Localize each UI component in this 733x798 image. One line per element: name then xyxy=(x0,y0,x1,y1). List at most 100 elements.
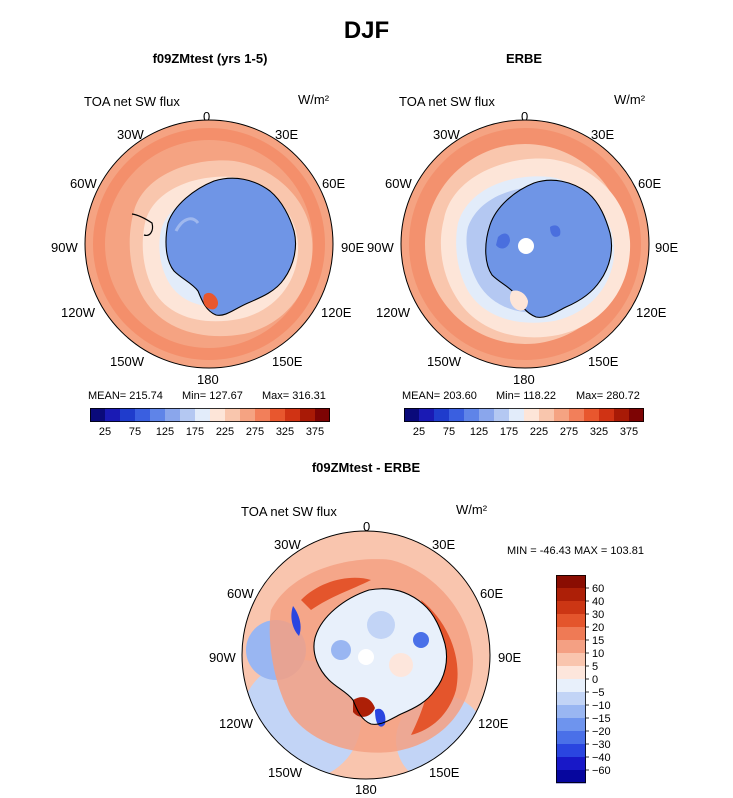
panel2-lon-90w: 90W xyxy=(367,240,394,255)
colorbar-swatch xyxy=(180,408,196,422)
panel2-min: Min= 118.22 xyxy=(496,390,557,402)
panel3-weddell-blue xyxy=(291,606,301,636)
colorbar-swatch xyxy=(300,408,316,422)
colorbar-swatch xyxy=(556,666,586,680)
colorbar-swatch xyxy=(599,408,615,422)
panel1-lon-150w: 150W xyxy=(110,354,144,369)
panel2-field-label: TOA net SW flux xyxy=(399,94,495,109)
colorbar-swatch xyxy=(556,731,586,745)
panel3-north-red xyxy=(301,577,371,610)
figure-title: DJF xyxy=(343,17,390,44)
panel2-lon-0: 0 xyxy=(521,109,529,124)
colorbar-swatch xyxy=(556,653,586,667)
colorbar-level-label: −15 xyxy=(592,713,611,725)
colorbar-swatch xyxy=(539,408,555,422)
panel2-title: ERBE xyxy=(505,51,543,66)
colorbar-swatch xyxy=(315,408,330,422)
colorbar-swatch xyxy=(120,408,136,422)
colorbar-swatch xyxy=(509,408,525,422)
colorbar-tick-label: 275 xyxy=(560,426,578,438)
colorbar-swatch xyxy=(556,679,586,693)
colorbar-level-label: 20 xyxy=(592,622,604,634)
panel2-lon-150w: 150W xyxy=(427,354,461,369)
panel3-peninsula-blue xyxy=(375,708,386,727)
colorbar-level-label: 15 xyxy=(592,635,604,647)
colorbar-swatch xyxy=(165,408,181,422)
panel3-lon-180: 180 xyxy=(355,782,377,797)
panel1-lon-120e: 120E xyxy=(321,305,352,320)
panel3-antarctica-fill xyxy=(313,588,447,725)
panel3-map xyxy=(241,530,491,780)
colorbar-level-label: −60 xyxy=(592,765,611,777)
colorbar-swatch xyxy=(556,640,586,654)
colorbar-swatch xyxy=(614,408,630,422)
panel1-lon-30w: 30W xyxy=(117,127,144,142)
colorbar-swatch xyxy=(556,770,586,784)
panel2-antarctica xyxy=(485,179,613,318)
panel1-mean: MEAN= 215.74 xyxy=(88,390,163,402)
panel1-lon-120w: 120W xyxy=(61,305,95,320)
panel2-peninsula-band xyxy=(509,290,528,311)
colorbar-swatch xyxy=(105,408,121,422)
colorbar-swatch xyxy=(434,408,450,422)
panel2-pole-hole xyxy=(518,238,534,254)
panel1-lon-90w: 90W xyxy=(51,240,78,255)
panel2-lon-120w: 120W xyxy=(376,305,410,320)
colorbar-swatch xyxy=(569,408,585,422)
colorbar-swatch xyxy=(150,408,166,422)
colorbar-tick-label: 125 xyxy=(156,426,174,438)
panel3-lon-90w: 90W xyxy=(209,650,236,665)
colorbar-swatch xyxy=(556,705,586,719)
panel3-lon-120e: 120E xyxy=(478,716,509,731)
colorbar-tick-label: 325 xyxy=(276,426,294,438)
panel3-lon-90e: 90E xyxy=(498,650,522,665)
panel3-pole-hole xyxy=(358,649,374,665)
colorbar-swatch xyxy=(464,408,480,422)
panel1-colorbar: 25 75 125 175 225 275 325 375 xyxy=(90,408,330,438)
colorbar-tick-label: 375 xyxy=(306,426,324,438)
panel2-lon-180: 180 xyxy=(513,372,535,387)
colorbar-level-label: 60 xyxy=(592,583,604,595)
colorbar-tick-label: 75 xyxy=(129,426,141,438)
colorbar-swatch xyxy=(270,408,286,422)
colorbar-level-label: 40 xyxy=(592,596,604,608)
colorbar-level-label: 10 xyxy=(592,648,604,660)
panel1-map xyxy=(84,119,334,369)
colorbar-swatch xyxy=(479,408,495,422)
colorbar-level-label: −40 xyxy=(592,752,611,764)
panel2-lon-120e: 120E xyxy=(636,305,667,320)
panel1-lon-30e: 30E xyxy=(275,127,299,142)
colorbar-level-label: −5 xyxy=(592,687,605,699)
colorbar-swatch xyxy=(195,408,211,422)
colorbar-swatch xyxy=(556,588,586,602)
panel3-range: MIN = -46.43 MAX = 103.81 xyxy=(507,545,644,557)
colorbar-tick-label: 75 xyxy=(443,426,455,438)
colorbar-swatch xyxy=(404,408,420,422)
colorbar-swatch xyxy=(255,408,271,422)
colorbar-swatch xyxy=(285,408,301,422)
panel1-lon-0: 0 xyxy=(203,109,211,124)
colorbar-level-label: 30 xyxy=(592,609,604,621)
colorbar-tick-label: 25 xyxy=(413,426,425,438)
panel3-lon-150w: 150W xyxy=(268,765,302,780)
panel1-title: f09ZMtest (yrs 1-5) xyxy=(152,51,268,66)
colorbar-swatch xyxy=(449,408,465,422)
panel1-lon-90e: 90E xyxy=(341,240,365,255)
panel1-lon-60e: 60E xyxy=(322,176,346,191)
colorbar-swatch xyxy=(556,627,586,641)
colorbar-tick-label: 275 xyxy=(246,426,264,438)
panel3-field-label: TOA net SW flux xyxy=(241,504,337,519)
panel2-colorbar: 25 75 125 175 225 275 325 375 xyxy=(404,408,644,438)
panel3-lon-30w: 30W xyxy=(274,537,301,552)
panel2-units: W/m² xyxy=(614,92,646,107)
panel3-lon-30e: 30E xyxy=(432,537,456,552)
colorbar-swatch xyxy=(524,408,540,422)
colorbar-tick-label: 225 xyxy=(530,426,548,438)
panel2-lon-150e: 150E xyxy=(588,354,619,369)
panel2-dark-patch-2 xyxy=(550,225,561,237)
panel2-mean: MEAN= 203.60 xyxy=(402,390,477,402)
colorbar-level-label: 5 xyxy=(592,661,598,673)
panel3-coastline xyxy=(313,588,448,725)
colorbar-tick-label: 25 xyxy=(99,426,111,438)
colorbar-level-label: −10 xyxy=(592,700,611,712)
